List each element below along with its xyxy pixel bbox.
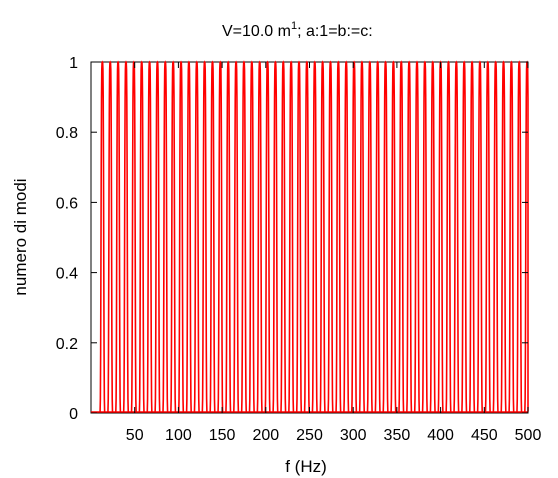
- mode-peak: [524, 60, 529, 412]
- mode-peak: [421, 60, 428, 412]
- x-tick-label: 50: [126, 427, 144, 444]
- mode-peak: [335, 60, 342, 412]
- mode-peak: [107, 60, 114, 412]
- mode-peak: [177, 60, 185, 412]
- x-tick-label: 200: [252, 427, 279, 444]
- mode-peak: [476, 60, 483, 412]
- mode-peak: [193, 60, 200, 412]
- mode-peak: [138, 60, 145, 412]
- mode-peak: [256, 60, 263, 412]
- mode-peak: [115, 60, 122, 412]
- mode-peak: [445, 60, 452, 412]
- y-tick-label: 0.8: [56, 125, 78, 142]
- mode-peak: [233, 60, 240, 412]
- x-tick-label: 450: [471, 427, 498, 444]
- x-tick-label: 150: [209, 427, 236, 444]
- title-main: V=10.0 m: [222, 23, 291, 40]
- mode-peak: [185, 60, 192, 412]
- mode-peak: [398, 60, 405, 412]
- mode-peak: [217, 60, 224, 412]
- mode-peak: [429, 60, 436, 412]
- y-tick-label: 1: [69, 55, 78, 72]
- mode-peak: [225, 60, 232, 412]
- mode-peak: [170, 60, 177, 412]
- x-tick-label: 250: [296, 427, 323, 444]
- mode-peak: [303, 60, 310, 412]
- mode-peak: [492, 60, 499, 412]
- x-tick-label: 100: [165, 427, 192, 444]
- mode-peak: [453, 60, 460, 412]
- mode-peak: [327, 60, 334, 412]
- mode-peak: [311, 60, 318, 412]
- mode-peak: [288, 60, 295, 412]
- y-tick-label: 0: [69, 406, 78, 423]
- y-tick-label: 0.4: [56, 266, 78, 283]
- mode-peak: [500, 60, 507, 412]
- mode-peak: [343, 60, 350, 412]
- mode-peak: [406, 60, 413, 412]
- mode-peak: [272, 60, 279, 412]
- series-modes: [91, 60, 529, 413]
- mode-peak: [461, 60, 468, 412]
- mode-peak: [351, 60, 358, 412]
- y-tick-label: 0.6: [56, 195, 78, 212]
- svg-text:V=10.0 m1; a:1=b:=c:: V=10.0 m1; a:1=b:=c:: [222, 20, 373, 40]
- mode-peak: [154, 60, 161, 412]
- mode-peak: [280, 60, 287, 412]
- mode-peak: [130, 60, 137, 412]
- y-axis-label: numero di modi: [11, 178, 30, 295]
- mode-peak: [319, 60, 326, 412]
- mode-peak: [374, 60, 381, 412]
- x-tick-label: 350: [384, 427, 411, 444]
- mode-peak: [209, 60, 216, 412]
- mode-peak: [162, 60, 169, 412]
- title-rest: ; a:1=b:=c:: [297, 23, 373, 40]
- mode-peak: [358, 60, 366, 412]
- mode-peak: [240, 60, 248, 412]
- mode-peak: [390, 60, 397, 412]
- mode-peak: [484, 60, 491, 412]
- chart-title: V=10.0 m1; a:1=b:=c:: [222, 20, 373, 40]
- x-tick-label: 300: [340, 427, 367, 444]
- mode-peak: [468, 60, 476, 412]
- mode-peak: [508, 60, 515, 412]
- mode-peak: [295, 60, 303, 412]
- mode-peak: [99, 60, 106, 412]
- mode-peak: [122, 60, 130, 412]
- x-tick-label: 400: [427, 427, 454, 444]
- y-tick-label: 0.2: [56, 336, 78, 353]
- mode-peak: [437, 60, 444, 412]
- mode-peak: [201, 60, 208, 412]
- x-axis-label: f (Hz): [285, 457, 327, 476]
- title-superscript: 1: [291, 20, 297, 32]
- mode-peak: [413, 60, 421, 412]
- mode-peak: [516, 60, 523, 412]
- mode-peak: [382, 60, 389, 412]
- mode-peak: [146, 60, 153, 412]
- mode-peak: [248, 60, 255, 412]
- mode-peak: [264, 60, 271, 412]
- mode-peak: [366, 60, 373, 412]
- x-tick-label: 500: [515, 427, 542, 444]
